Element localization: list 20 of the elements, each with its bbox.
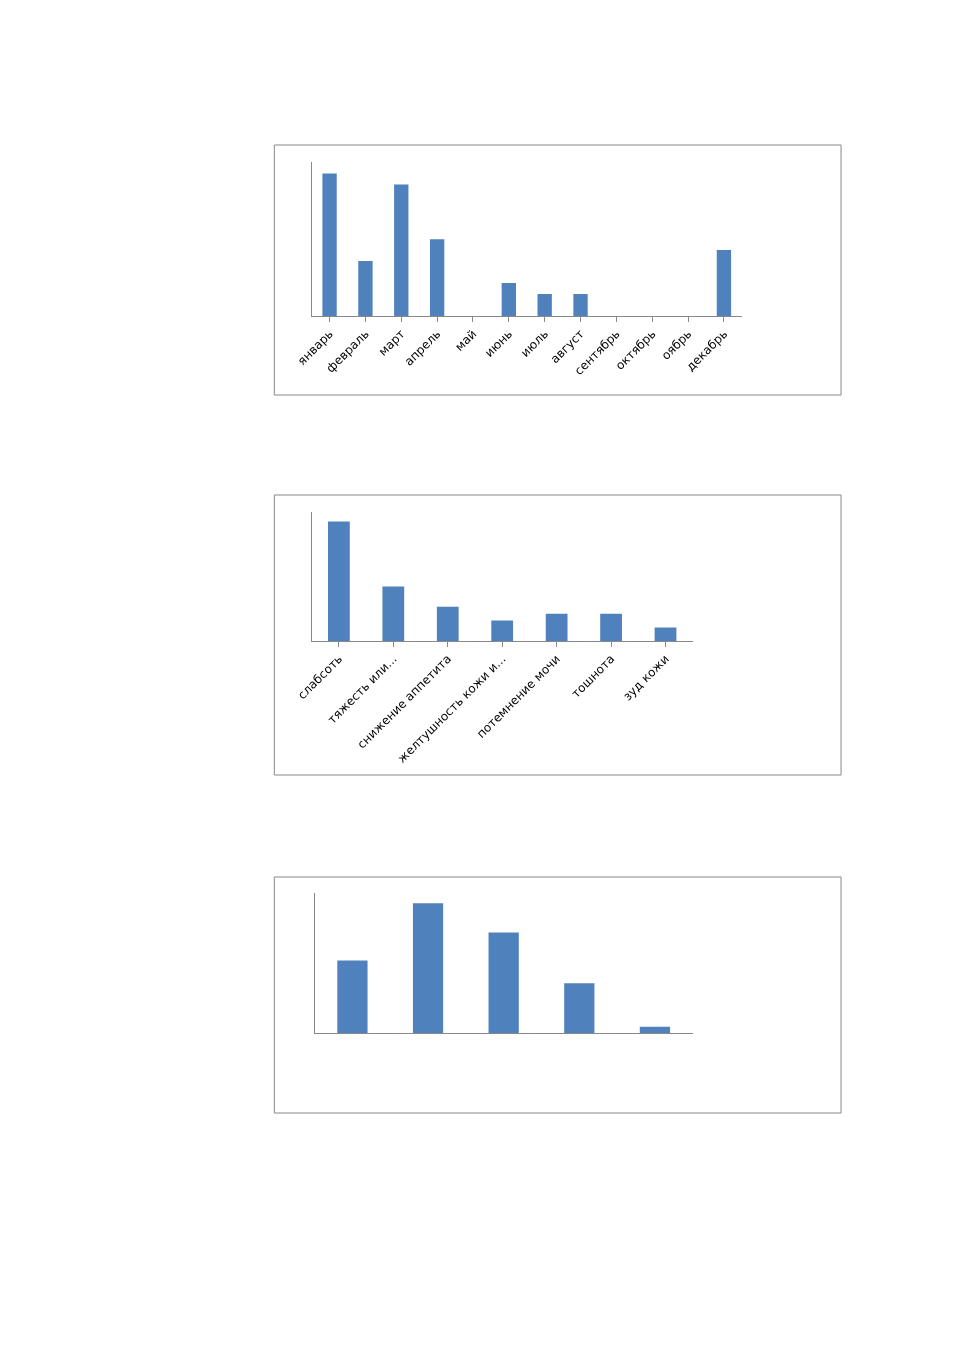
- bar: [537, 294, 552, 316]
- bar: [436, 606, 459, 641]
- bar: [322, 173, 337, 316]
- bar: [491, 620, 514, 641]
- bar: [564, 983, 595, 1033]
- bar: [639, 1026, 671, 1033]
- bar: [573, 294, 588, 316]
- bar: [488, 932, 519, 1033]
- bar: [337, 960, 368, 1033]
- bar: [382, 586, 405, 641]
- bar: [654, 627, 677, 641]
- bar: [429, 239, 445, 316]
- bar: [358, 261, 373, 316]
- bar: [501, 283, 516, 316]
- bar: [716, 250, 732, 316]
- bar: [412, 903, 444, 1033]
- bar: [394, 184, 409, 316]
- bar: [600, 613, 622, 641]
- bar: [327, 521, 350, 641]
- bar: [545, 613, 568, 641]
